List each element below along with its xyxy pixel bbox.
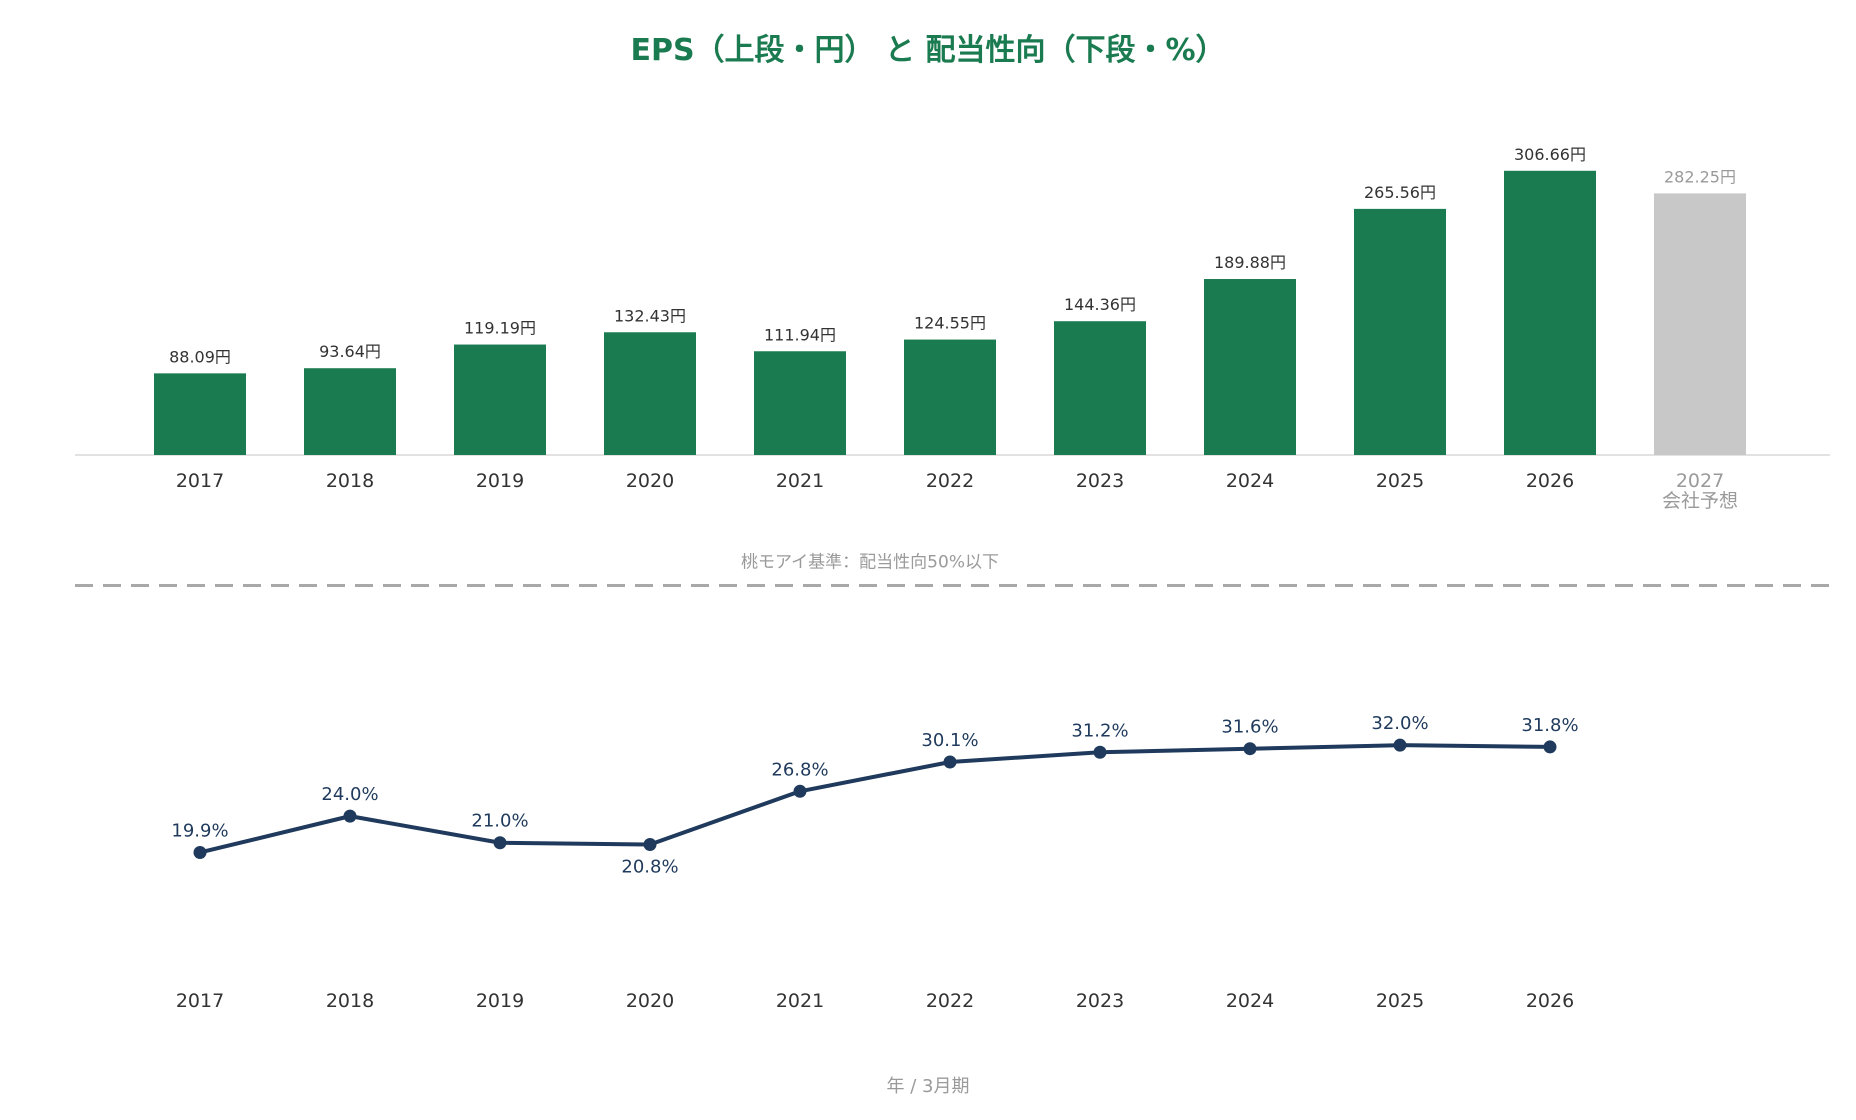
eps-year-label: 2020	[626, 470, 674, 492]
eps-bar	[604, 332, 696, 455]
eps-year-label: 2019	[476, 470, 524, 492]
eps-bar	[1654, 193, 1746, 455]
payout-line-chart: 桃モアイ基準：配当性向50%以下 19.9% 2017 24.0% 2018 21.0% 2…	[75, 553, 1830, 1012]
eps-bar	[154, 373, 246, 455]
payout-value-label: 31.8%	[1521, 715, 1578, 736]
eps-value-label: 265.56円	[1364, 183, 1436, 202]
eps-year-sublabel: 会社予想	[1662, 490, 1738, 512]
payout-value-label: 31.6%	[1221, 717, 1278, 738]
eps-value-label: 282.25円	[1664, 167, 1736, 186]
payout-point	[793, 784, 807, 798]
payout-point	[493, 836, 507, 850]
eps-year-label: 2023	[1076, 470, 1124, 492]
eps-bar	[1054, 321, 1146, 455]
eps-bar-chart: 88.09円 2017 93.64円 2018 119.19円 2019 132.43円 20…	[75, 145, 1830, 512]
eps-year-label: 2027	[1676, 470, 1724, 492]
eps-value-label: 132.43円	[614, 306, 686, 325]
payout-point	[343, 809, 357, 823]
payout-value-label: 31.2%	[1071, 720, 1128, 741]
eps-value-label: 93.64円	[319, 342, 381, 361]
eps-year-label: 2026	[1526, 470, 1574, 492]
payout-year-label: 2017	[176, 990, 224, 1012]
payout-series-line	[199, 743, 1551, 855]
eps-value-label: 111.94円	[764, 325, 836, 344]
eps-bar	[1504, 170, 1596, 455]
payout-year-label: 2022	[926, 990, 974, 1012]
eps-value-label: 144.36円	[1064, 295, 1136, 314]
payout-value-label: 19.9%	[171, 820, 228, 841]
payout-value-label: 20.8%	[621, 857, 678, 878]
eps-value-label: 119.19円	[464, 319, 536, 338]
payout-value-label: 24.0%	[321, 784, 378, 805]
eps-year-label: 2022	[926, 470, 974, 492]
payout-point	[643, 838, 657, 852]
payout-point	[1543, 740, 1557, 754]
x-axis-title: 年 / 3月期	[887, 1076, 970, 1097]
eps-bar	[1204, 279, 1296, 455]
payout-point	[1093, 745, 1107, 759]
payout-year-label: 2023	[1076, 990, 1124, 1012]
eps-year-label: 2021	[776, 470, 824, 492]
eps-bar	[454, 344, 546, 455]
reference-line-label: 桃モアイ基準：配当性向50%以下	[741, 553, 999, 573]
payout-year-label: 2019	[476, 990, 524, 1012]
eps-value-label: 189.88円	[1214, 253, 1286, 272]
eps-bar	[754, 351, 846, 455]
payout-year-label: 2026	[1526, 990, 1574, 1012]
eps-year-label: 2017	[176, 470, 224, 492]
eps-value-label: 306.66円	[1514, 145, 1586, 164]
payout-year-label: 2021	[776, 990, 824, 1012]
eps-year-label: 2018	[326, 470, 374, 492]
payout-value-label: 21.0%	[471, 811, 528, 832]
payout-point	[943, 755, 957, 769]
payout-value-label: 30.1%	[921, 730, 978, 751]
payout-year-label: 2024	[1226, 990, 1274, 1012]
payout-year-label: 2018	[326, 990, 374, 1012]
payout-value-label: 26.8%	[771, 759, 828, 780]
eps-value-label: 124.55円	[914, 314, 986, 333]
eps-bar	[1354, 208, 1446, 455]
eps-bar	[304, 368, 396, 455]
payout-year-label: 2020	[626, 990, 674, 1012]
payout-year-label: 2025	[1376, 990, 1424, 1012]
eps-bar	[904, 339, 996, 455]
chart-title: EPS（上段・円） と 配当性向（下段・%）	[630, 33, 1225, 68]
payout-point	[1393, 738, 1407, 752]
eps-value-label: 88.09円	[169, 347, 231, 366]
payout-point	[1243, 742, 1257, 756]
eps-year-label: 2024	[1226, 470, 1274, 492]
payout-value-label: 32.0%	[1371, 713, 1428, 734]
payout-point	[193, 845, 207, 859]
eps-year-label: 2025	[1376, 470, 1424, 492]
